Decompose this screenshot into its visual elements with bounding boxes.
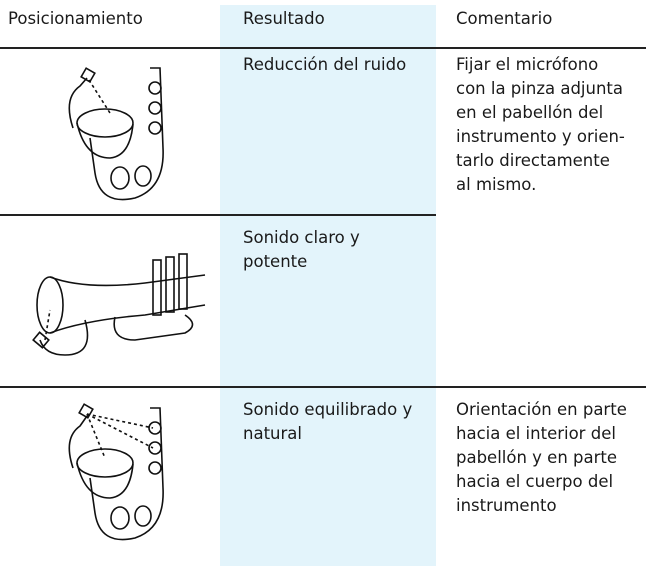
saxophone-illustration xyxy=(68,67,164,201)
result-column-bg xyxy=(220,5,436,566)
text-line: hacia el cuerpo del xyxy=(456,472,614,491)
text-line: al mismo. xyxy=(456,175,537,194)
text-line: en el pabellón del xyxy=(456,103,604,122)
header: Comentario xyxy=(456,9,553,28)
text-line: Reducción del ruido xyxy=(243,55,407,74)
comment: Orientación en parte hacia el interior d… xyxy=(456,398,627,518)
text-line: Sonido equilibrado y xyxy=(243,400,413,419)
text-line: potente xyxy=(243,252,308,271)
text-line: pabellón y en parte xyxy=(456,448,618,467)
result: Sonido equilibrado y natural xyxy=(243,398,412,446)
result: Sonido claro y potente xyxy=(243,226,360,274)
text-line: instrumento xyxy=(456,496,557,515)
text-line: Orientación en parte xyxy=(456,400,627,419)
header: Resultado xyxy=(243,9,325,28)
text-line: hacia el interior del xyxy=(456,424,616,443)
trumpet-illustration xyxy=(32,253,206,356)
comment: Fijar el micrófono con la pinza adjunta … xyxy=(456,53,625,197)
saxophone-illustration xyxy=(68,403,164,541)
result: Reducción del ruido xyxy=(243,53,406,77)
text-line: instrumento y orien- xyxy=(456,127,625,146)
text-line: tarlo directamente xyxy=(456,151,610,170)
text-line: con la pinza adjunta xyxy=(456,79,624,98)
text-line: Fijar el micrófono xyxy=(456,55,599,74)
rule xyxy=(0,214,436,216)
text-line: natural xyxy=(243,424,302,443)
text-line: Sonido claro y xyxy=(243,228,360,247)
header: Posicionamiento xyxy=(8,9,143,28)
rule xyxy=(0,47,646,49)
rule xyxy=(0,386,646,388)
